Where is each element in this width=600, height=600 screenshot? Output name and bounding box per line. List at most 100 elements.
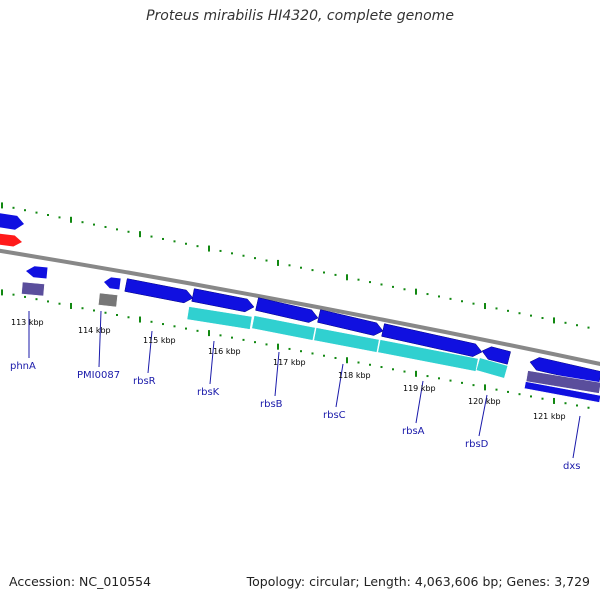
rna-gene-arrow[interactable] — [0, 233, 22, 247]
outer-tick-mark — [185, 242, 187, 245]
gene-label-line — [209, 340, 215, 385]
misc-feature[interactable] — [21, 281, 45, 297]
gene-label[interactable]: rbsC — [323, 410, 346, 421]
inner-tick-mark — [104, 311, 107, 314]
inner-tick-mark — [139, 316, 141, 323]
inner-tick-mark — [346, 357, 348, 364]
cds-feature[interactable] — [313, 327, 380, 353]
pseudo-gene[interactable] — [98, 292, 118, 308]
cds-feature[interactable] — [475, 357, 509, 379]
gene-arrow[interactable] — [481, 346, 511, 365]
inner-tick-mark — [334, 356, 337, 359]
inner-tick-mark — [196, 329, 199, 332]
inner-tick-mark — [415, 370, 417, 377]
outer-tick-mark — [24, 209, 26, 212]
gene-label-line — [274, 351, 280, 397]
gene-label[interactable]: phnA — [10, 361, 36, 372]
outer-tick-mark — [323, 271, 325, 274]
outer-tick-mark — [346, 274, 348, 281]
gene-label[interactable]: rbsA — [402, 426, 425, 437]
gene-arrow[interactable] — [124, 278, 194, 304]
inner-tick-mark — [449, 379, 452, 382]
inner-tick-mark — [369, 363, 371, 366]
gene-label-lines — [28, 310, 581, 459]
gene-label[interactable]: rbsB — [260, 399, 283, 410]
gene-arrow[interactable] — [0, 213, 24, 230]
outer-tick-mark — [162, 237, 164, 240]
gene-label-line — [572, 415, 581, 459]
gene-arrow[interactable] — [104, 277, 121, 290]
inner-tick-mark — [392, 368, 394, 371]
misc-feature[interactable] — [525, 370, 600, 394]
inner-tick-ring — [1, 289, 590, 409]
inner-tick-mark — [518, 393, 521, 396]
scale-label: 118 kbp — [338, 371, 371, 380]
inner-tick-mark — [357, 361, 360, 364]
outer-tick-mark — [576, 324, 578, 327]
scale-label: 119 kbp — [403, 384, 436, 393]
inner-tick-mark — [587, 406, 590, 409]
gene-label[interactable]: PMI0087 — [77, 370, 120, 381]
outer-tick-mark — [426, 293, 429, 296]
scale-label: 116 kbp — [208, 347, 241, 356]
outer-tick-mark — [334, 273, 337, 276]
inner-tick-mark — [438, 377, 440, 380]
outer-tick-mark — [300, 266, 302, 269]
outer-tick-ring — [1, 202, 590, 329]
inner-tick-mark — [507, 390, 509, 393]
outer-tick-mark — [403, 288, 406, 291]
inner-tick-mark — [277, 343, 279, 350]
outer-tick-mark — [12, 206, 15, 209]
gene-arrow[interactable] — [381, 323, 483, 357]
outer-tick-mark — [208, 245, 210, 252]
inner-tick-mark — [576, 404, 578, 407]
outer-tick-mark — [219, 249, 222, 252]
gene-label[interactable]: rbsD — [465, 439, 489, 450]
gene-label[interactable]: rbsR — [133, 376, 156, 387]
outer-tick-mark — [196, 245, 199, 248]
outer-tick-mark — [369, 281, 371, 284]
inner-tick-mark — [93, 309, 95, 312]
gene-arrow[interactable] — [191, 288, 255, 313]
inner-tick-mark — [219, 334, 222, 337]
outer-tick-mark — [47, 214, 49, 216]
gene-arrow[interactable] — [26, 266, 48, 279]
gene-segment[interactable] — [524, 381, 600, 403]
gene-arrow[interactable] — [317, 309, 384, 336]
outer-tick-mark — [392, 285, 394, 288]
inner-tick-mark — [127, 316, 130, 319]
inner-tick-mark — [242, 338, 245, 341]
outer-tick-mark — [518, 312, 521, 315]
outer-tick-mark — [127, 230, 130, 233]
gene-arrow[interactable] — [255, 297, 319, 323]
outer-tick-mark — [288, 264, 291, 267]
outer-tick-mark — [35, 211, 38, 214]
genome-summary-text: Topology: circular; Length: 4,063,606 bp… — [246, 574, 590, 589]
inner-tick-mark — [35, 298, 38, 301]
inner-tick-mark — [472, 384, 475, 387]
inner-tick-mark — [288, 347, 291, 350]
outer-tick-mark — [231, 252, 233, 255]
inner-tick-mark — [81, 307, 84, 310]
outer-tick-mark — [81, 221, 84, 224]
gene-label[interactable]: dxs — [563, 461, 580, 472]
gene-arrow[interactable] — [529, 357, 600, 385]
inner-tick-mark — [185, 327, 187, 330]
gene-label[interactable]: rbsK — [197, 387, 220, 398]
cds-feature[interactable] — [186, 306, 253, 330]
cds-feature[interactable] — [251, 315, 316, 341]
gene-label-line — [147, 330, 153, 374]
outer-tick-mark — [93, 223, 95, 226]
scale-labels: 113 kbp 114 kbp 115 kbp 116 kbp 117 kbp 118 k… — [11, 318, 566, 421]
outer-tick-mark — [70, 216, 72, 223]
outer-tick-mark — [564, 321, 567, 324]
outer-tick-mark — [415, 288, 417, 295]
gene-label-line — [478, 394, 488, 437]
scale-label: 114 kbp — [78, 326, 111, 335]
outer-tick-mark — [461, 300, 463, 303]
outer-tick-mark — [472, 302, 475, 305]
outer-tick-mark — [265, 259, 268, 262]
cds-feature[interactable] — [377, 339, 479, 372]
inner-tick-mark — [553, 397, 555, 404]
scale-label: 120 kbp — [468, 397, 501, 406]
